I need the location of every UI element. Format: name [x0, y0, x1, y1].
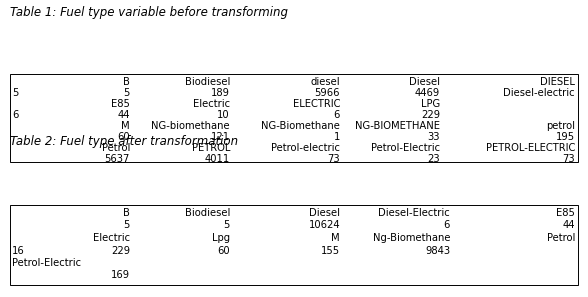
Text: 44: 44: [118, 110, 130, 120]
Text: 195: 195: [556, 132, 575, 142]
Text: 9843: 9843: [425, 246, 450, 255]
Text: Diesel: Diesel: [409, 77, 440, 87]
Text: 60: 60: [218, 246, 230, 255]
Text: 1: 1: [333, 132, 340, 142]
Text: M: M: [121, 121, 130, 131]
Bar: [10, 205, 578, 285]
Text: Diesel-electric: Diesel-electric: [503, 88, 575, 98]
Text: 5637: 5637: [105, 154, 130, 164]
Text: 189: 189: [211, 88, 230, 98]
Text: 10: 10: [218, 110, 230, 120]
Text: 229: 229: [111, 246, 130, 255]
Text: 6: 6: [443, 220, 450, 230]
Text: 5: 5: [12, 88, 18, 98]
Text: LPG: LPG: [421, 99, 440, 109]
Text: Biodiesel: Biodiesel: [185, 208, 230, 218]
Text: Diesel: Diesel: [309, 208, 340, 218]
Text: Table 1: Fuel type variable before transforming: Table 1: Fuel type variable before trans…: [10, 6, 288, 19]
Text: NG-biomethane: NG-biomethane: [151, 121, 230, 131]
Text: 5: 5: [123, 220, 130, 230]
Text: 44: 44: [563, 220, 575, 230]
Text: Ng-Biomethane: Ng-Biomethane: [373, 233, 450, 243]
Text: E85: E85: [111, 99, 130, 109]
Text: B: B: [123, 77, 130, 87]
Text: Petrol-electric: Petrol-electric: [271, 143, 340, 153]
Text: ELECTRIC: ELECTRIC: [292, 99, 340, 109]
Text: 60: 60: [118, 132, 130, 142]
Text: 5: 5: [123, 88, 130, 98]
Text: E85: E85: [556, 208, 575, 218]
Text: Electric: Electric: [93, 233, 130, 243]
Text: 5966: 5966: [315, 88, 340, 98]
Text: 4011: 4011: [205, 154, 230, 164]
Text: 10624: 10624: [308, 220, 340, 230]
Text: diesel: diesel: [310, 77, 340, 87]
Text: Biodiesel: Biodiesel: [185, 77, 230, 87]
Text: 16: 16: [12, 246, 25, 255]
Text: 23: 23: [427, 154, 440, 164]
Text: NG-BIOMETHANE: NG-BIOMETHANE: [355, 121, 440, 131]
Text: 4469: 4469: [415, 88, 440, 98]
Text: NG-Biomethane: NG-Biomethane: [261, 121, 340, 131]
Text: Petrol: Petrol: [102, 143, 130, 153]
Text: Electric: Electric: [193, 99, 230, 109]
Text: B: B: [123, 208, 130, 218]
Text: Petrol-Electric: Petrol-Electric: [12, 258, 81, 268]
Text: 6: 6: [12, 110, 18, 120]
Text: 73: 73: [562, 154, 575, 164]
Text: 121: 121: [211, 132, 230, 142]
Text: Lpg: Lpg: [212, 233, 230, 243]
Text: Table 2: Fuel type after transformation: Table 2: Fuel type after transformation: [10, 135, 238, 148]
Text: 73: 73: [328, 154, 340, 164]
Text: 33: 33: [427, 132, 440, 142]
Text: 6: 6: [333, 110, 340, 120]
Text: 229: 229: [421, 110, 440, 120]
Text: Diesel-Electric: Diesel-Electric: [378, 208, 450, 218]
Text: petrol: petrol: [546, 121, 575, 131]
Text: Petrol: Petrol: [547, 233, 575, 243]
Text: DIESEL: DIESEL: [540, 77, 575, 87]
Text: PETROL: PETROL: [192, 143, 230, 153]
Text: M: M: [332, 233, 340, 243]
Text: 155: 155: [321, 246, 340, 255]
Text: 169: 169: [111, 271, 130, 280]
Text: Petrol-Electric: Petrol-Electric: [371, 143, 440, 153]
Bar: [10, 74, 578, 162]
Text: 5: 5: [223, 220, 230, 230]
Text: PETROL-ELECTRIC: PETROL-ELECTRIC: [486, 143, 575, 153]
